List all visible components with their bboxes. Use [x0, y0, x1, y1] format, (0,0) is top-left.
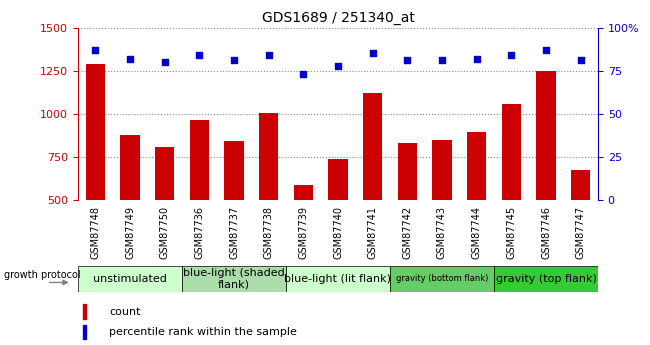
Title: GDS1689 / 251340_at: GDS1689 / 251340_at: [261, 11, 415, 25]
Text: blue-light (shaded
flank): blue-light (shaded flank): [183, 268, 285, 289]
Text: GSM87745: GSM87745: [506, 206, 516, 259]
Point: [90, 47, 101, 53]
Bar: [294, 185, 313, 200]
Text: GSM87742: GSM87742: [402, 206, 412, 259]
Bar: [83, 304, 86, 319]
Text: unstimulated: unstimulated: [93, 274, 167, 284]
Text: GSM87739: GSM87739: [298, 206, 308, 259]
Text: gravity (bottom flank): gravity (bottom flank): [396, 274, 488, 283]
Point: [298, 71, 309, 77]
Point: [402, 58, 413, 63]
Bar: [390, 266, 494, 292]
Text: GSM87748: GSM87748: [90, 206, 100, 259]
Point: [506, 52, 517, 58]
Bar: [190, 120, 209, 200]
Text: gravity (top flank): gravity (top flank): [495, 274, 597, 284]
Bar: [328, 159, 348, 200]
Point: [541, 47, 551, 53]
Text: GSM87747: GSM87747: [576, 206, 586, 259]
Bar: [363, 93, 382, 200]
Point: [575, 58, 586, 63]
Bar: [259, 113, 278, 200]
Bar: [536, 71, 556, 200]
Bar: [182, 266, 286, 292]
Text: growth protocol: growth protocol: [4, 270, 81, 280]
Point: [333, 63, 343, 68]
Text: GSM87737: GSM87737: [229, 206, 239, 259]
Text: blue-light (lit flank): blue-light (lit flank): [285, 274, 391, 284]
Bar: [467, 132, 486, 200]
Text: count: count: [109, 307, 140, 317]
Point: [437, 58, 447, 63]
Bar: [78, 266, 182, 292]
Point: [194, 52, 205, 58]
Text: GSM87740: GSM87740: [333, 206, 343, 259]
Text: GSM87750: GSM87750: [160, 206, 170, 259]
Text: GSM87743: GSM87743: [437, 206, 447, 259]
Bar: [502, 104, 521, 200]
Point: [229, 58, 239, 63]
Text: percentile rank within the sample: percentile rank within the sample: [109, 327, 297, 337]
Point: [159, 59, 170, 65]
Bar: [155, 147, 174, 200]
Text: GSM87741: GSM87741: [368, 206, 378, 259]
Bar: [398, 143, 417, 200]
Bar: [120, 135, 140, 200]
Text: GSM87744: GSM87744: [472, 206, 482, 259]
Point: [471, 56, 482, 61]
Text: GSM87738: GSM87738: [264, 206, 274, 259]
Bar: [86, 64, 105, 200]
Bar: [224, 141, 244, 200]
Bar: [494, 266, 598, 292]
Bar: [432, 140, 452, 200]
Point: [367, 51, 378, 56]
Point: [263, 52, 274, 58]
Text: GSM87736: GSM87736: [194, 206, 204, 259]
Text: GSM87746: GSM87746: [541, 206, 551, 259]
Bar: [286, 266, 390, 292]
Point: [125, 56, 135, 61]
Bar: [571, 170, 590, 200]
Text: GSM87749: GSM87749: [125, 206, 135, 259]
Bar: [83, 325, 86, 339]
